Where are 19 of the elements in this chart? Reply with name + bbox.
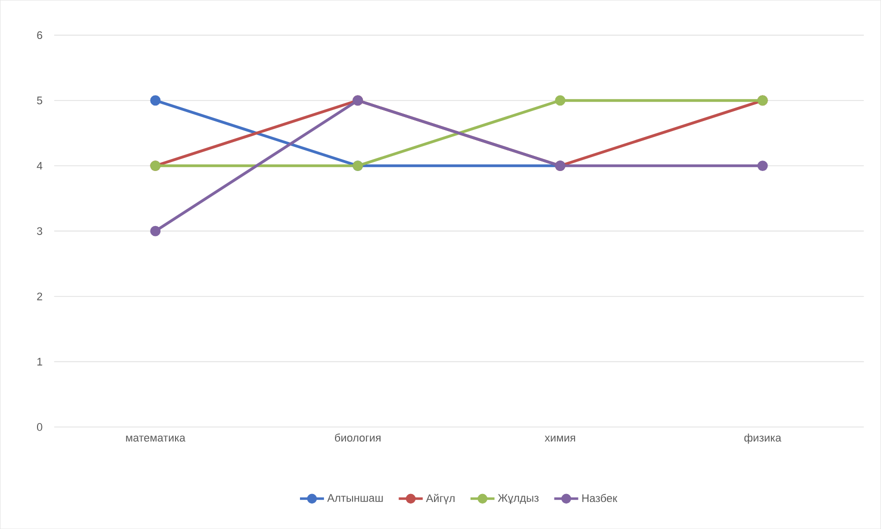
legend-label: Жұлдыз <box>498 494 539 504</box>
x-tick-label: биология <box>334 433 380 442</box>
legend-label: Назбек <box>582 494 618 502</box>
y-tick-label: 6 <box>37 31 42 39</box>
legend-label: Алтыншаш <box>327 494 383 502</box>
point <box>150 226 161 236</box>
y-tick-label: 3 <box>37 227 42 235</box>
x-tick-label: математика <box>126 436 186 442</box>
y-tick-label: 5 <box>37 96 42 104</box>
y-tick-label: 0 <box>37 423 42 431</box>
x-tick-label: физика <box>744 434 782 444</box>
y-tick-label: 2 <box>37 292 42 300</box>
legend-label: Айгүл <box>426 494 454 504</box>
x-tick-label: химия <box>544 436 576 442</box>
point <box>757 160 768 171</box>
y-tick-label: 1 <box>37 358 42 366</box>
y-tick-label: 4 <box>36 162 42 170</box>
point <box>555 95 566 106</box>
point <box>150 95 161 106</box>
